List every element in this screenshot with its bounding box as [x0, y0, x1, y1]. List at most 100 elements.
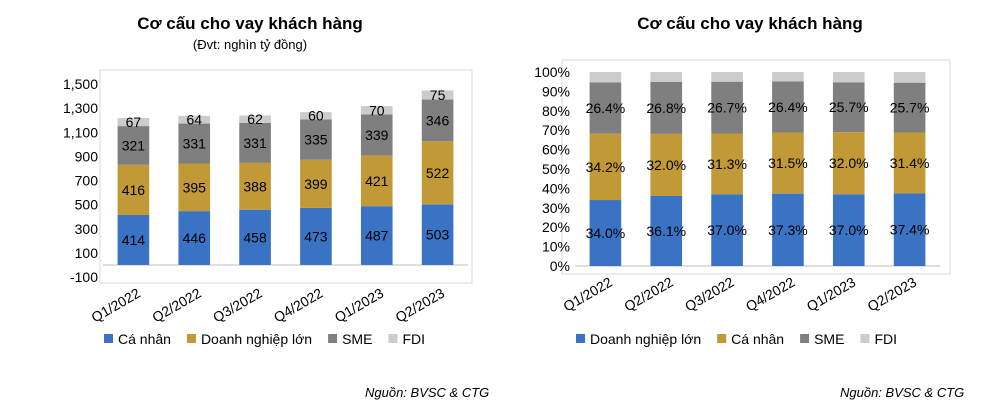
x-tick-label: Q2/2023 [393, 285, 448, 326]
data-label: 36.1% [646, 223, 686, 239]
legend-label: Cá nhân [731, 331, 784, 347]
y-tick-label: 1,300 [63, 100, 98, 116]
x-tick-label: Q3/2022 [682, 274, 737, 315]
x-tick-label: Q2/2022 [149, 285, 204, 326]
legend-swatch [388, 334, 398, 343]
bar-segment [360, 106, 393, 115]
data-label: 321 [122, 137, 146, 153]
x-tick-label: Q1/2023 [804, 274, 859, 315]
data-label: 414 [122, 232, 146, 248]
bar-segment [117, 126, 150, 165]
legend-swatch [328, 334, 338, 343]
y-tick-label: 20% [542, 219, 570, 235]
chart-title: Cơ cấu cho vay khách hàng [637, 14, 863, 33]
data-label: 25.7% [829, 99, 869, 115]
data-label: 62 [247, 111, 263, 127]
bar-segment [239, 122, 271, 163]
bar-segment [893, 193, 926, 266]
data-label: 67 [126, 114, 142, 130]
data-label: 37.3% [768, 222, 808, 238]
legend-label: SME [342, 331, 372, 347]
bar-segment [650, 72, 683, 82]
data-label: 26.4% [586, 100, 626, 116]
y-tick-label: 500 [75, 197, 99, 213]
x-tick-label: Q2/2023 [865, 274, 920, 315]
data-label: 75 [430, 87, 446, 103]
data-label: 37.0% [707, 222, 747, 238]
chart-loan-value: 1,500 1,300 1,100 900 700 500 300 100 -100 414 416… [63, 69, 473, 347]
data-label: 331 [243, 135, 267, 151]
bar-segment [589, 82, 622, 134]
y-tick-label: 700 [75, 173, 99, 189]
data-label: 416 [122, 182, 146, 198]
bar-segment [893, 72, 926, 83]
bar-segment [360, 206, 393, 265]
x-tick-label: Q1/2022 [560, 274, 615, 315]
data-label: 26.4% [768, 99, 808, 115]
bar-segment [360, 114, 393, 156]
y-tick-label: -100 [70, 269, 98, 285]
bar-segment [239, 209, 271, 265]
data-label: 458 [243, 229, 267, 245]
bar-segment [360, 155, 393, 207]
bar-segment [893, 82, 926, 133]
legend-swatch [104, 334, 113, 343]
data-label: 487 [365, 228, 389, 244]
legend-label: Doanh nghiệp lớn [590, 331, 701, 347]
bar-segment [650, 81, 683, 134]
y-tick-label: 100 [75, 245, 99, 261]
data-label: 32.0% [829, 155, 869, 171]
data-label: 399 [304, 176, 328, 192]
chart-loan-share: 100% 90% 80% 70% 60% 50% 40% 30% 20% 10% 0% 34.0% 34… [534, 59, 951, 347]
legend-label: FDI [874, 331, 897, 347]
data-label: 331 [183, 136, 207, 152]
bar-segment [117, 164, 150, 215]
chart-subtitle: (Đvt: nghìn tỷ đồng) [192, 37, 308, 52]
data-label: 60 [308, 108, 324, 124]
data-label: 31.5% [768, 155, 808, 171]
data-label: 37.0% [829, 222, 869, 238]
plot-area [99, 69, 473, 284]
bar-segment [178, 123, 211, 164]
data-label: 473 [304, 228, 328, 244]
bar-segment [421, 204, 454, 265]
data-label: 522 [426, 165, 450, 181]
legend-swatch [800, 334, 810, 343]
y-tick-label: 90% [542, 83, 570, 99]
bar-segment [589, 200, 622, 266]
chart-source: Nguồn: BVSC & CTG [365, 385, 490, 400]
data-label: 395 [183, 179, 207, 195]
bar-segment [421, 99, 454, 142]
bar-segment [650, 133, 683, 196]
y-tick-label: 30% [542, 200, 570, 216]
y-tick-label: 1,100 [63, 124, 98, 140]
bar-segment [711, 81, 743, 134]
legend-label: SME [814, 331, 844, 347]
legend-label: Doanh nghiệp lớn [201, 331, 312, 347]
data-label: 25.7% [890, 100, 930, 116]
legend-swatch [576, 334, 585, 343]
chart-title: Cơ cấu cho vay khách hàng [137, 14, 363, 33]
bar-segment [239, 162, 271, 210]
bar-segment [832, 132, 865, 195]
x-tick-label: Q4/2022 [271, 285, 326, 326]
data-label: 388 [243, 178, 267, 194]
bar-segment [832, 72, 865, 83]
bar-segment [178, 115, 211, 124]
bar-segment [772, 81, 804, 133]
legend-label: Cá nhân [118, 331, 171, 347]
bar-segment [300, 112, 332, 120]
legend-swatch [186, 334, 196, 343]
bar-segment [300, 119, 332, 160]
bar-segment [772, 193, 804, 266]
chart-panel-loan-value: Cơ cấu cho vay khách hàng (Đvt: nghìn tỷ… [63, 14, 490, 400]
data-label: 339 [365, 127, 389, 143]
data-label: 446 [183, 230, 207, 246]
legend-label: FDI [402, 331, 425, 347]
data-label: 34.0% [586, 225, 626, 241]
plot-area [561, 59, 951, 275]
bar-segment [772, 72, 804, 82]
x-tick-label: Q2/2022 [621, 274, 676, 315]
bar-segment [117, 118, 150, 127]
data-label: 26.8% [646, 100, 686, 116]
